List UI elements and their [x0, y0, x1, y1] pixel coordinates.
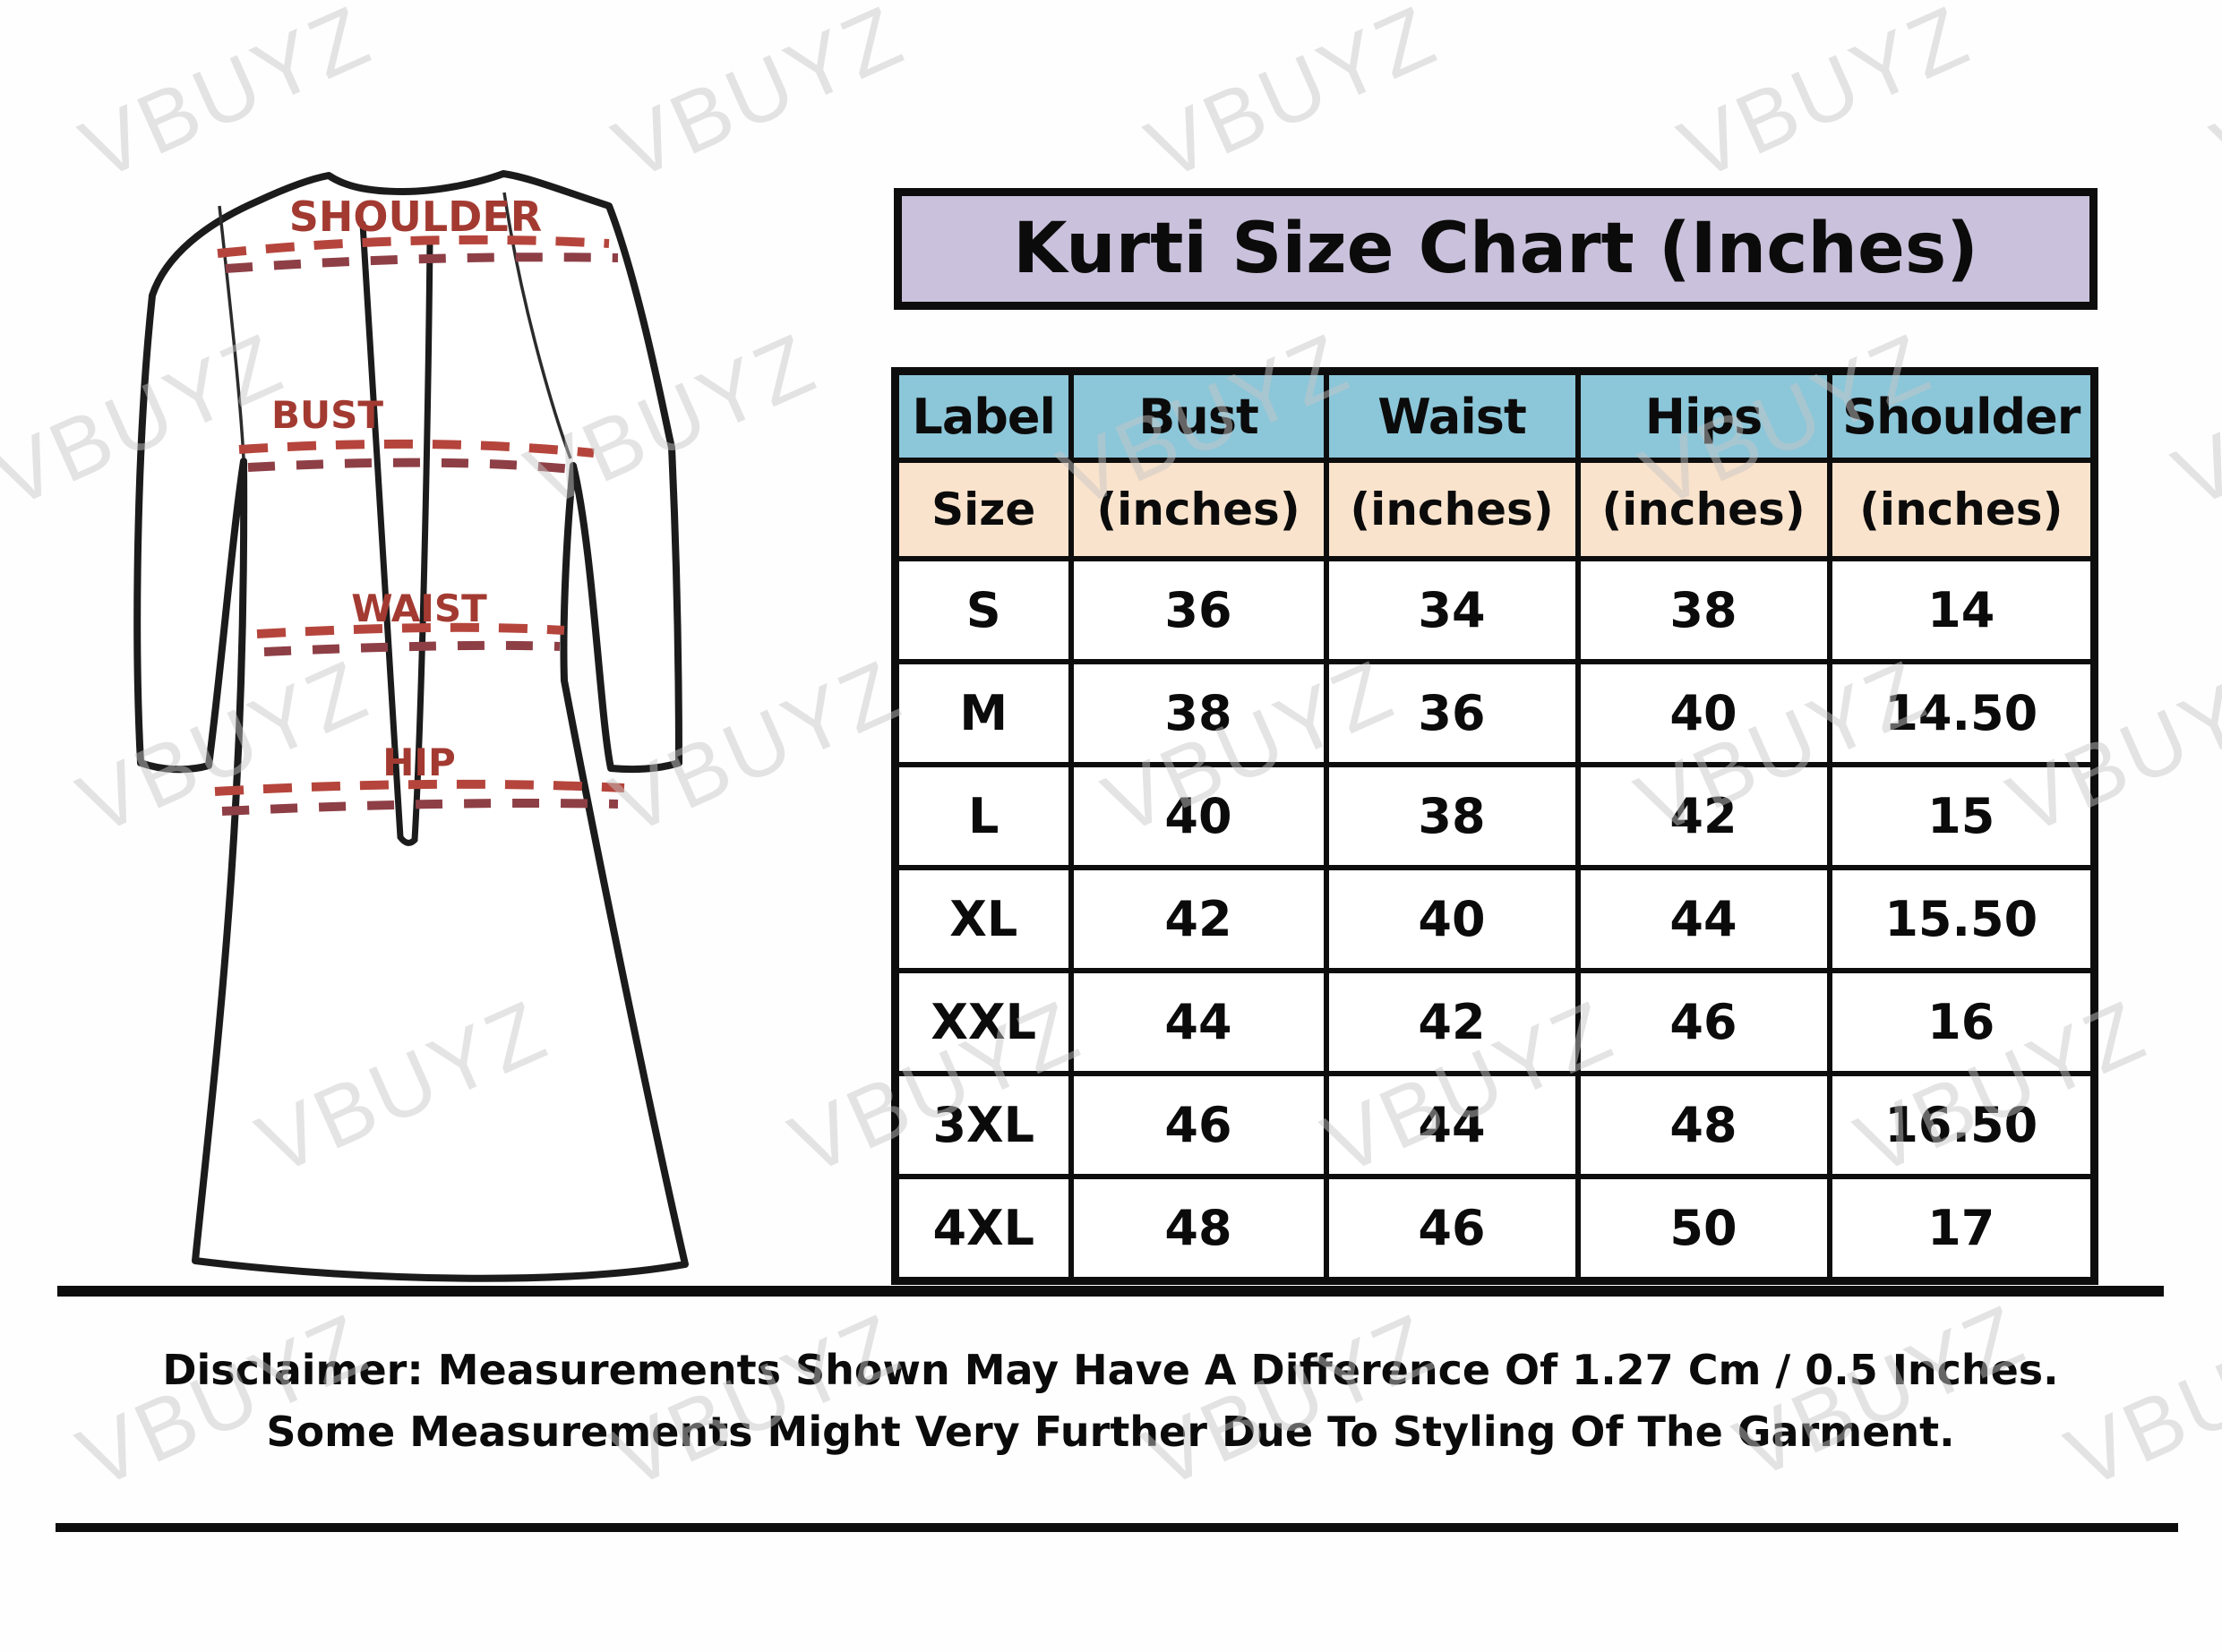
waist-cell: 36	[1323, 659, 1581, 767]
size-table: Label Bust Waist Hips Shoulder Size (inc…	[891, 367, 2098, 1285]
divider-top	[57, 1286, 2164, 1297]
page-title: Kurti Size Chart (Inches)	[1013, 209, 1978, 289]
bust-cell: 38	[1068, 659, 1329, 767]
subheader-waist-unit: (inches)	[1323, 458, 1581, 561]
subheader-bust-unit: (inches)	[1068, 458, 1329, 561]
disclaimer-line-2: Some Measurements Might Very Further Due…	[266, 1408, 1955, 1456]
hips-cell: 42	[1574, 762, 1832, 870]
shoulder-cell: 17	[1826, 1174, 2098, 1284]
hips-cell: 38	[1574, 556, 1832, 664]
size-cell: 3XL	[892, 1071, 1074, 1179]
header-bust: Bust	[1068, 368, 1329, 463]
hip-dash-lower	[221, 799, 619, 816]
waist-cell: 40	[1323, 865, 1581, 973]
waist-cell: 34	[1323, 556, 1581, 664]
header-waist: Waist	[1323, 368, 1581, 463]
table-row-s: S 36 34 38 14	[892, 556, 2098, 664]
vbuyz-watermark: VBUYZ	[2199, 0, 2222, 199]
shoulder-cell: 16	[1826, 968, 2098, 1076]
hips-cell: 50	[1574, 1174, 1832, 1284]
header-hips: Hips	[1574, 368, 1832, 463]
header-shoulder: Shoulder	[1826, 368, 2098, 463]
disclaimer: Disclaimer: Measurements Shown May Have …	[81, 1340, 2140, 1463]
hip-label: HIP	[382, 740, 456, 784]
title-banner: Kurti Size Chart (Inches)	[894, 188, 2098, 310]
shoulder-label: SHOULDER	[289, 193, 542, 241]
kurti-left-armhole-seam	[218, 205, 245, 459]
waist-cell: 38	[1323, 762, 1581, 870]
hips-cell: 44	[1574, 865, 1832, 973]
waist-dash-upper	[256, 622, 565, 638]
vbuyz-watermark: VBUYZ	[1133, 0, 1451, 199]
bust-cell: 40	[1068, 762, 1329, 870]
kurti-diagram: SHOULDER BUST WAIST HIP	[133, 170, 689, 1282]
bust-cell: 44	[1068, 968, 1329, 1076]
table-row-xl: XL 42 40 44 15.50	[892, 865, 2098, 973]
kurti-neck-slit	[359, 220, 433, 846]
size-cell: L	[892, 762, 1074, 870]
bust-cell: 36	[1068, 556, 1329, 664]
table-row-3xl: 3XL 46 44 48 16.50	[892, 1071, 2098, 1179]
bust-dash-lower	[247, 458, 583, 475]
size-cell: XL	[892, 865, 1074, 973]
bust-cell: 42	[1068, 865, 1329, 973]
waist-label: WAIST	[351, 586, 487, 630]
waist-cell: 42	[1323, 968, 1581, 1076]
table-subheader-row: Size (inches) (inches) (inches) (inches)	[892, 458, 2098, 561]
subheader-size: Size	[892, 458, 1074, 561]
shoulder-cell: 16.50	[1826, 1071, 2098, 1179]
waist-dash-lower	[263, 640, 561, 656]
shoulder-cell: 15.50	[1826, 865, 2098, 973]
hips-cell: 46	[1574, 968, 1832, 1076]
table-row-m: M 38 36 40 14.50	[892, 659, 2098, 767]
disclaimer-line-1: Disclaimer: Measurements Shown May Have …	[162, 1346, 2059, 1394]
bust-dash-upper	[238, 439, 595, 458]
table-row-4xl: 4XL 48 46 50 17	[892, 1174, 2098, 1284]
size-cell: 4XL	[892, 1174, 1074, 1284]
kurti-outline	[133, 170, 689, 1282]
table-row-l: L 40 38 42 15	[892, 762, 2098, 870]
divider-bottom	[56, 1523, 2178, 1532]
hips-cell: 40	[1574, 659, 1832, 767]
bust-label: BUST	[271, 393, 383, 437]
shoulder-dash-upper	[217, 235, 610, 258]
subheader-shoulder-unit: (inches)	[1826, 458, 2098, 561]
header-label: Label	[892, 368, 1074, 463]
size-cell: XXL	[892, 968, 1074, 1076]
vbuyz-watermark: VBUYZ	[1666, 0, 1984, 199]
size-cell: S	[892, 556, 1074, 664]
vbuyz-watermark: VBUYZ	[2160, 314, 2222, 526]
shoulder-cell: 14.50	[1826, 659, 2098, 767]
table-header-row: Label Bust Waist Hips Shoulder	[892, 368, 2098, 463]
subheader-hips-unit: (inches)	[1574, 458, 1832, 561]
size-cell: M	[892, 659, 1074, 767]
table-row-xxl: XXL 44 42 46 16	[892, 968, 2098, 1076]
shoulder-cell: 15	[1826, 762, 2098, 870]
waist-cell: 44	[1323, 1071, 1581, 1179]
hip-dash-upper	[214, 779, 625, 796]
hips-cell: 48	[1574, 1071, 1832, 1179]
waist-cell: 46	[1323, 1174, 1581, 1284]
bust-cell: 48	[1068, 1174, 1329, 1284]
bust-cell: 46	[1068, 1071, 1329, 1179]
shoulder-cell: 14	[1826, 556, 2098, 664]
shoulder-dash-lower	[225, 253, 619, 273]
